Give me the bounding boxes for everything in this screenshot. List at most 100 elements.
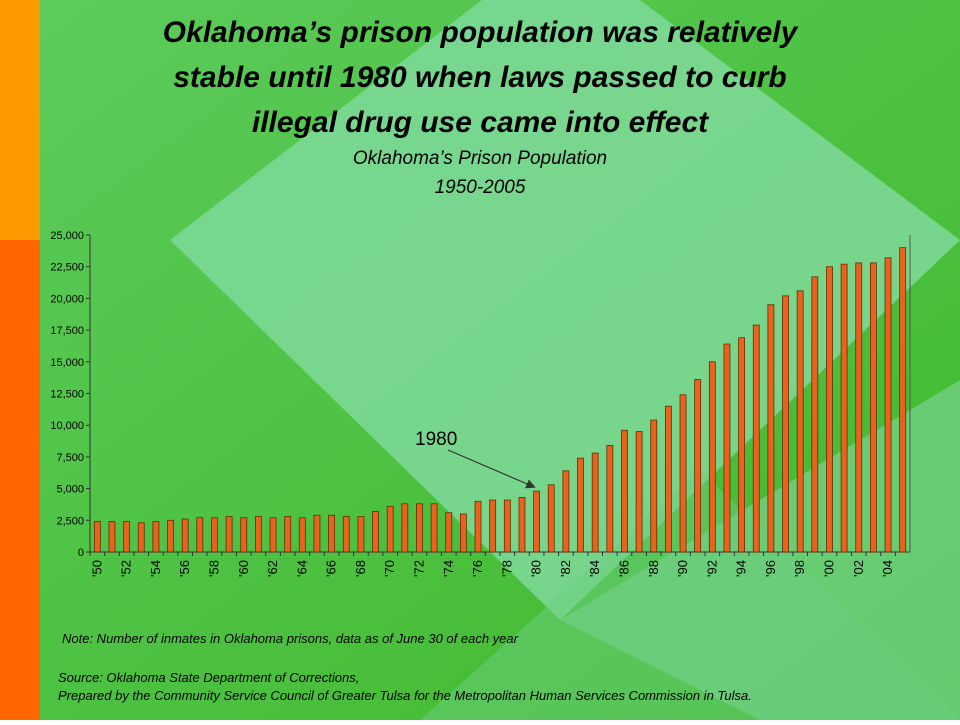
y-tick-label: 10,000 (50, 420, 84, 432)
bar (752, 324, 760, 553)
bar (313, 514, 321, 553)
bar (503, 499, 511, 553)
x-tick-label: '04 (880, 560, 895, 577)
x-tick-label: '02 (851, 560, 866, 577)
side-bar (0, 0, 40, 240)
x-tick-label: '68 (353, 560, 368, 577)
bar (386, 505, 394, 553)
bar (372, 511, 379, 553)
bar (93, 521, 101, 553)
bar (782, 295, 789, 553)
x-tick-label: '82 (558, 560, 573, 577)
bar (723, 343, 731, 553)
note: Note: Number of inmates in Oklahoma pris… (62, 631, 519, 646)
bar (342, 516, 350, 553)
bar (328, 514, 336, 553)
bar (108, 521, 116, 553)
side-bar (0, 240, 40, 720)
x-tick-label: '64 (294, 560, 309, 577)
chart-subtitle: Oklahoma’s Prison Population (353, 148, 607, 169)
bar (547, 484, 555, 553)
x-tick-label: '52 (119, 560, 134, 577)
y-tick-label: 7,500 (56, 452, 84, 464)
bar (650, 419, 658, 553)
x-tick-label: '78 (499, 560, 514, 577)
bar (694, 379, 702, 553)
bar (240, 517, 248, 553)
y-tick-label: 2,500 (56, 515, 84, 527)
bar (884, 257, 892, 553)
y-tick-label: 5,000 (56, 484, 84, 496)
y-tick-label: 15,000 (50, 357, 84, 369)
source: Source: Oklahoma State Department of Cor… (58, 670, 359, 685)
x-tick-label: '80 (529, 560, 544, 577)
bar (401, 503, 409, 553)
x-tick-label: '96 (763, 560, 778, 577)
chart-title: stable until 1980 when laws passed to cu… (173, 61, 787, 94)
y-tick-label: 22,500 (50, 262, 84, 274)
bar (738, 337, 746, 553)
y-tick-label: 17,500 (50, 325, 84, 337)
bar (533, 490, 541, 553)
bar (225, 516, 233, 553)
bar (635, 431, 643, 553)
bar (430, 503, 438, 553)
x-tick-label: '00 (821, 560, 836, 577)
chart-title: Oklahoma’s prison population was relativ… (163, 16, 799, 49)
bar (869, 262, 877, 553)
x-tick-label: '90 (675, 560, 690, 577)
bar (826, 266, 833, 553)
bar (664, 405, 672, 553)
x-tick-label: '50 (89, 560, 104, 577)
source: Prepared by the Community Service Counci… (58, 688, 752, 703)
annotation: 1980 (415, 429, 457, 450)
bar (562, 470, 570, 553)
bar (796, 290, 804, 553)
y-tick-label: 0 (78, 547, 84, 559)
x-tick-label: '72 (411, 560, 426, 577)
x-tick-label: '60 (236, 560, 251, 577)
bar (708, 361, 716, 553)
bar (196, 517, 204, 553)
x-tick-label: '74 (441, 560, 456, 577)
x-tick-label: '56 (177, 560, 192, 577)
bar (167, 519, 174, 553)
diamond (170, 0, 960, 620)
x-tick-label: '58 (206, 560, 221, 577)
bar (855, 262, 863, 553)
bar (591, 452, 599, 553)
bar (459, 513, 467, 553)
bar (211, 517, 218, 553)
x-tick-label: '70 (382, 560, 397, 577)
x-tick-label: '88 (646, 560, 661, 577)
bar (489, 499, 497, 553)
bar (269, 517, 277, 553)
x-tick-label: '76 (470, 560, 485, 577)
bar (518, 497, 526, 553)
bar (152, 521, 160, 553)
bar (811, 276, 819, 553)
y-tick-label: 25,000 (50, 230, 84, 242)
bar (474, 500, 482, 553)
bar (577, 457, 584, 553)
bar (416, 503, 423, 553)
bar (445, 512, 453, 553)
x-tick-label: '54 (148, 560, 163, 577)
bar (840, 263, 848, 553)
x-tick-label: '84 (587, 560, 602, 577)
bar (284, 516, 292, 553)
y-tick-label: 20,000 (50, 293, 84, 305)
x-tick-label: '66 (324, 560, 339, 577)
x-tick-label: '86 (616, 560, 631, 577)
annotation-arrow (447, 449, 536, 489)
bar (298, 517, 306, 553)
x-tick-label: '92 (704, 560, 719, 577)
bar (606, 445, 614, 553)
bar (621, 429, 628, 553)
bar (181, 518, 189, 553)
chart-subtitle: 1950-2005 (435, 177, 526, 198)
y-tick-label: 12,500 (50, 389, 84, 401)
bar (357, 516, 365, 553)
bar (123, 521, 131, 553)
